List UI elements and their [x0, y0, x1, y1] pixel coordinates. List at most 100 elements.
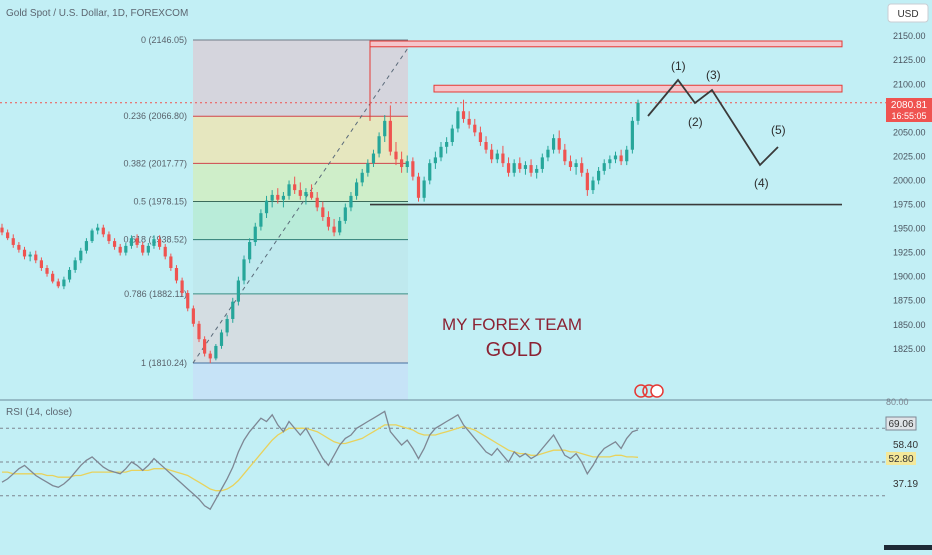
candle-body — [478, 132, 483, 143]
resistance-zones[interactable] — [369, 40, 843, 93]
candle-body — [321, 207, 325, 218]
candle-body — [51, 273, 55, 282]
candle-body — [557, 138, 561, 150]
fib-band[interactable] — [193, 239, 408, 294]
candle-body — [84, 241, 89, 251]
candle-body — [636, 102, 640, 121]
resistance-zone-lower[interactable] — [433, 84, 843, 93]
candle-body — [523, 165, 528, 169]
candle-body — [253, 226, 257, 243]
symbol-title: Gold Spot / U.S. Dollar, 1D, FOREXCOM — [6, 8, 188, 19]
event-badge-icon[interactable] — [634, 384, 664, 398]
price-tick-label: 1900.00 — [893, 272, 926, 282]
candle-body — [270, 194, 274, 201]
fib-band[interactable] — [193, 40, 408, 117]
candle-body — [45, 268, 49, 274]
rsi-ma-tag: 52.80 — [888, 454, 913, 465]
resistance-zone-upper[interactable] — [369, 40, 843, 48]
candle-body — [163, 246, 167, 257]
rsi-axis-low: 37.19 — [893, 479, 918, 490]
candle-body — [141, 244, 145, 253]
candle-body — [405, 161, 409, 168]
candle-body — [416, 176, 421, 198]
candle-body — [276, 194, 280, 200]
fib-retracement-bands[interactable] — [193, 40, 408, 400]
candle-body — [518, 163, 522, 169]
candle-body — [540, 157, 544, 169]
price-tick-label: 1850.00 — [893, 320, 926, 330]
candle-body — [625, 149, 629, 162]
wave-label-4: (4) — [754, 176, 769, 190]
candle-body — [535, 168, 539, 173]
last-price-value: 2080.81 — [891, 100, 928, 111]
candle-body — [101, 227, 105, 235]
fib-band[interactable] — [193, 201, 408, 240]
last-price-tag: 2080.81 16:55:05 — [886, 98, 932, 122]
fib-band[interactable] — [193, 116, 408, 164]
candle-body — [129, 238, 134, 246]
candle-body — [79, 250, 83, 261]
candle-body — [17, 244, 21, 250]
candle-body — [597, 170, 601, 181]
candle-body — [428, 163, 432, 181]
candle-body — [439, 146, 443, 158]
candle-body — [298, 190, 302, 196]
rsi-title: RSI (14, close) — [6, 407, 72, 418]
candle-body — [456, 111, 460, 129]
candle-body — [208, 353, 212, 359]
candle-body — [73, 260, 77, 270]
candle-body — [293, 184, 297, 191]
candle-body — [118, 246, 122, 253]
candle-body — [315, 197, 319, 208]
fib-extension-band — [193, 363, 408, 400]
price-tick-label: 2000.00 — [893, 175, 926, 185]
candle-body — [264, 200, 269, 214]
candle-body — [354, 182, 359, 196]
candle-body — [231, 301, 235, 319]
candle-body — [568, 161, 573, 168]
candle-body — [67, 269, 72, 280]
candle-body — [473, 124, 477, 133]
candle-body — [242, 259, 246, 281]
candle-body — [630, 120, 634, 150]
fib-retracement-lines — [193, 39, 408, 364]
candle-body — [580, 163, 584, 173]
price-tick-label: 2125.00 — [893, 55, 926, 65]
price-tick-label: 2050.00 — [893, 127, 926, 137]
price-tick-label: 2150.00 — [893, 31, 926, 41]
candle-body — [343, 207, 347, 221]
scrollbar-handle[interactable] — [884, 545, 932, 550]
candle-body — [214, 345, 218, 359]
candle-body — [236, 280, 240, 302]
candle-body — [495, 153, 499, 160]
candle-body — [90, 230, 94, 242]
candle-body — [22, 249, 27, 257]
fib-level-label: 0.382 (2017.77) — [123, 158, 187, 168]
elliott-wave-path[interactable] — [647, 78, 779, 167]
candle-body — [96, 227, 100, 231]
candle-body — [608, 159, 612, 164]
candle-body — [112, 241, 117, 247]
fib-level-label: 1 (1810.24) — [141, 358, 187, 368]
currency-button[interactable]: USD — [887, 3, 929, 23]
candle-body — [6, 232, 10, 239]
candle-body — [574, 163, 578, 168]
candle-body — [174, 268, 179, 281]
candle-body — [28, 254, 32, 257]
price-tick-label: 1950.00 — [893, 224, 926, 234]
wave-label-1: (1) — [671, 59, 686, 73]
candle-body — [135, 238, 139, 245]
candle-body — [62, 279, 66, 287]
candle-body — [309, 192, 314, 198]
candle-body — [360, 172, 364, 183]
candle-body — [445, 142, 449, 147]
candle-body — [332, 226, 336, 233]
candle-body — [56, 281, 60, 287]
price-tick-label: 1925.00 — [893, 248, 926, 258]
rsi-pane: RSI (14, close) 80.00 69.06 58.40 52.80 … — [0, 397, 918, 511]
fib-level-label: 0 (2146.05) — [141, 35, 187, 45]
fib-band[interactable] — [193, 293, 408, 363]
price-tick-label: 1975.00 — [893, 200, 926, 210]
